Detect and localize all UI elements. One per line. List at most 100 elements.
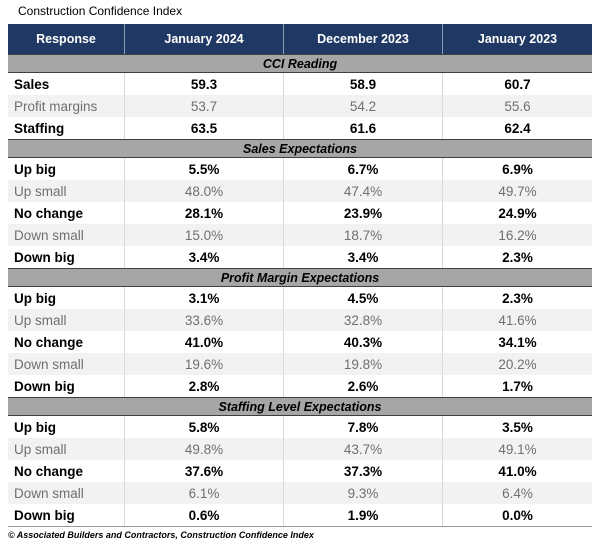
cell-value: 41.0% <box>124 331 283 353</box>
cell-value: 43.7% <box>283 438 442 460</box>
cell-value: 24.9% <box>442 202 592 224</box>
cell-value: 7.8% <box>283 416 442 438</box>
cell-value: 6.7% <box>283 158 442 180</box>
cell-value: 18.7% <box>283 224 442 246</box>
cell-value: 3.4% <box>283 246 442 268</box>
cell-value: 5.8% <box>124 416 283 438</box>
table-row: Staffing 63.5 61.6 62.4 <box>8 117 592 139</box>
table-row: No change 37.6% 37.3% 41.0% <box>8 460 592 482</box>
column-header-response: Response <box>36 32 96 46</box>
table-row: Up small 33.6% 32.8% 41.6% <box>8 309 592 331</box>
page-title: Construction Confidence Index <box>18 4 183 18</box>
cell-value: 60.7 <box>442 73 592 95</box>
section-header: CCI Reading <box>8 54 592 73</box>
cell-value: 2.8% <box>124 375 283 397</box>
row-label: Down small <box>14 485 84 501</box>
row-label: Up small <box>14 183 67 199</box>
cell-value: 49.1% <box>442 438 592 460</box>
cell-value: 49.8% <box>124 438 283 460</box>
cell-value: 41.0% <box>442 460 592 482</box>
row-label: Up big <box>14 290 56 306</box>
cell-value: 5.5% <box>124 158 283 180</box>
column-header-december-2023: December 2023 <box>283 24 442 54</box>
section-header: Staffing Level Expectations <box>8 397 592 416</box>
cell-value: 2.6% <box>283 375 442 397</box>
row-label: Down big <box>14 507 75 523</box>
table-row: Down big 3.4% 3.4% 2.3% <box>8 246 592 268</box>
cell-value: 34.1% <box>442 331 592 353</box>
row-label: No change <box>14 463 84 479</box>
section-header: Sales Expectations <box>8 139 592 158</box>
cell-value: 16.2% <box>442 224 592 246</box>
source-attribution: © Associated Builders and Contractors, C… <box>8 530 314 540</box>
column-header-january-2024: January 2024 <box>124 24 283 54</box>
table-row: Up big 3.1% 4.5% 2.3% <box>8 287 592 309</box>
row-label: Staffing <box>14 120 65 136</box>
cell-value: 1.9% <box>283 504 442 526</box>
cell-value: 61.6 <box>283 117 442 139</box>
cell-value: 0.6% <box>124 504 283 526</box>
row-label: No change <box>14 205 84 221</box>
table-row: Up small 49.8% 43.7% 49.1% <box>8 438 592 460</box>
cell-value: 15.0% <box>124 224 283 246</box>
cell-value: 4.5% <box>283 287 442 309</box>
table-row: Up small 48.0% 47.4% 49.7% <box>8 180 592 202</box>
table-row: No change 41.0% 40.3% 34.1% <box>8 331 592 353</box>
row-label: Up big <box>14 419 56 435</box>
cell-value: 59.3 <box>124 73 283 95</box>
cell-value: 6.9% <box>442 158 592 180</box>
cell-value: 33.6% <box>124 309 283 331</box>
column-header-january-2023: January 2023 <box>442 24 592 54</box>
section-header: Profit Margin Expectations <box>8 268 592 287</box>
row-label: Sales <box>14 76 50 92</box>
table-body: CCI Reading Sales 59.3 58.9 60.7 Profit margi… <box>8 54 592 526</box>
table-row: Down small 19.6% 19.8% 20.2% <box>8 353 592 375</box>
row-label: Up big <box>14 161 56 177</box>
cell-value: 19.6% <box>124 353 283 375</box>
table-row: Up big 5.8% 7.8% 3.5% <box>8 416 592 438</box>
cell-value: 58.9 <box>283 73 442 95</box>
row-label: No change <box>14 334 84 350</box>
cell-value: 3.5% <box>442 416 592 438</box>
row-label: Down big <box>14 378 75 394</box>
row-label: Up small <box>14 441 67 457</box>
cell-value: 6.4% <box>442 482 592 504</box>
cell-value: 47.4% <box>283 180 442 202</box>
cell-value: 48.0% <box>124 180 283 202</box>
cell-value: 54.2 <box>283 95 442 117</box>
table-row: Sales 59.3 58.9 60.7 <box>8 73 592 95</box>
row-label: Down big <box>14 249 75 265</box>
cell-value: 28.1% <box>124 202 283 224</box>
row-label: Down small <box>14 227 84 243</box>
cell-value: 32.8% <box>283 309 442 331</box>
cell-value: 55.6 <box>442 95 592 117</box>
cell-value: 41.6% <box>442 309 592 331</box>
table-row: Down big 2.8% 2.6% 1.7% <box>8 375 592 397</box>
cell-value: 2.3% <box>442 246 592 268</box>
cell-value: 9.3% <box>283 482 442 504</box>
cell-value: 37.6% <box>124 460 283 482</box>
table-header-row: Response January 2024 December 2023 Janu… <box>8 24 592 54</box>
table-row: Up big 5.5% 6.7% 6.9% <box>8 158 592 180</box>
cell-value: 19.8% <box>283 353 442 375</box>
cell-value: 1.7% <box>442 375 592 397</box>
row-label: Profit margins <box>14 98 98 114</box>
row-label: Up small <box>14 312 67 328</box>
table-row: Down small 15.0% 18.7% 16.2% <box>8 224 592 246</box>
cell-value: 63.5 <box>124 117 283 139</box>
table-row: Down small 6.1% 9.3% 6.4% <box>8 482 592 504</box>
cell-value: 23.9% <box>283 202 442 224</box>
table-row: Down big 0.6% 1.9% 0.0% <box>8 504 592 526</box>
cell-value: 6.1% <box>124 482 283 504</box>
cell-value: 62.4 <box>442 117 592 139</box>
cell-value: 3.1% <box>124 287 283 309</box>
cell-value: 37.3% <box>283 460 442 482</box>
cell-value: 0.0% <box>442 504 592 526</box>
cell-value: 2.3% <box>442 287 592 309</box>
cell-value: 20.2% <box>442 353 592 375</box>
row-label: Down small <box>14 356 84 372</box>
cell-value: 49.7% <box>442 180 592 202</box>
table-row: Profit margins 53.7 54.2 55.6 <box>8 95 592 117</box>
table-row: No change 28.1% 23.9% 24.9% <box>8 202 592 224</box>
